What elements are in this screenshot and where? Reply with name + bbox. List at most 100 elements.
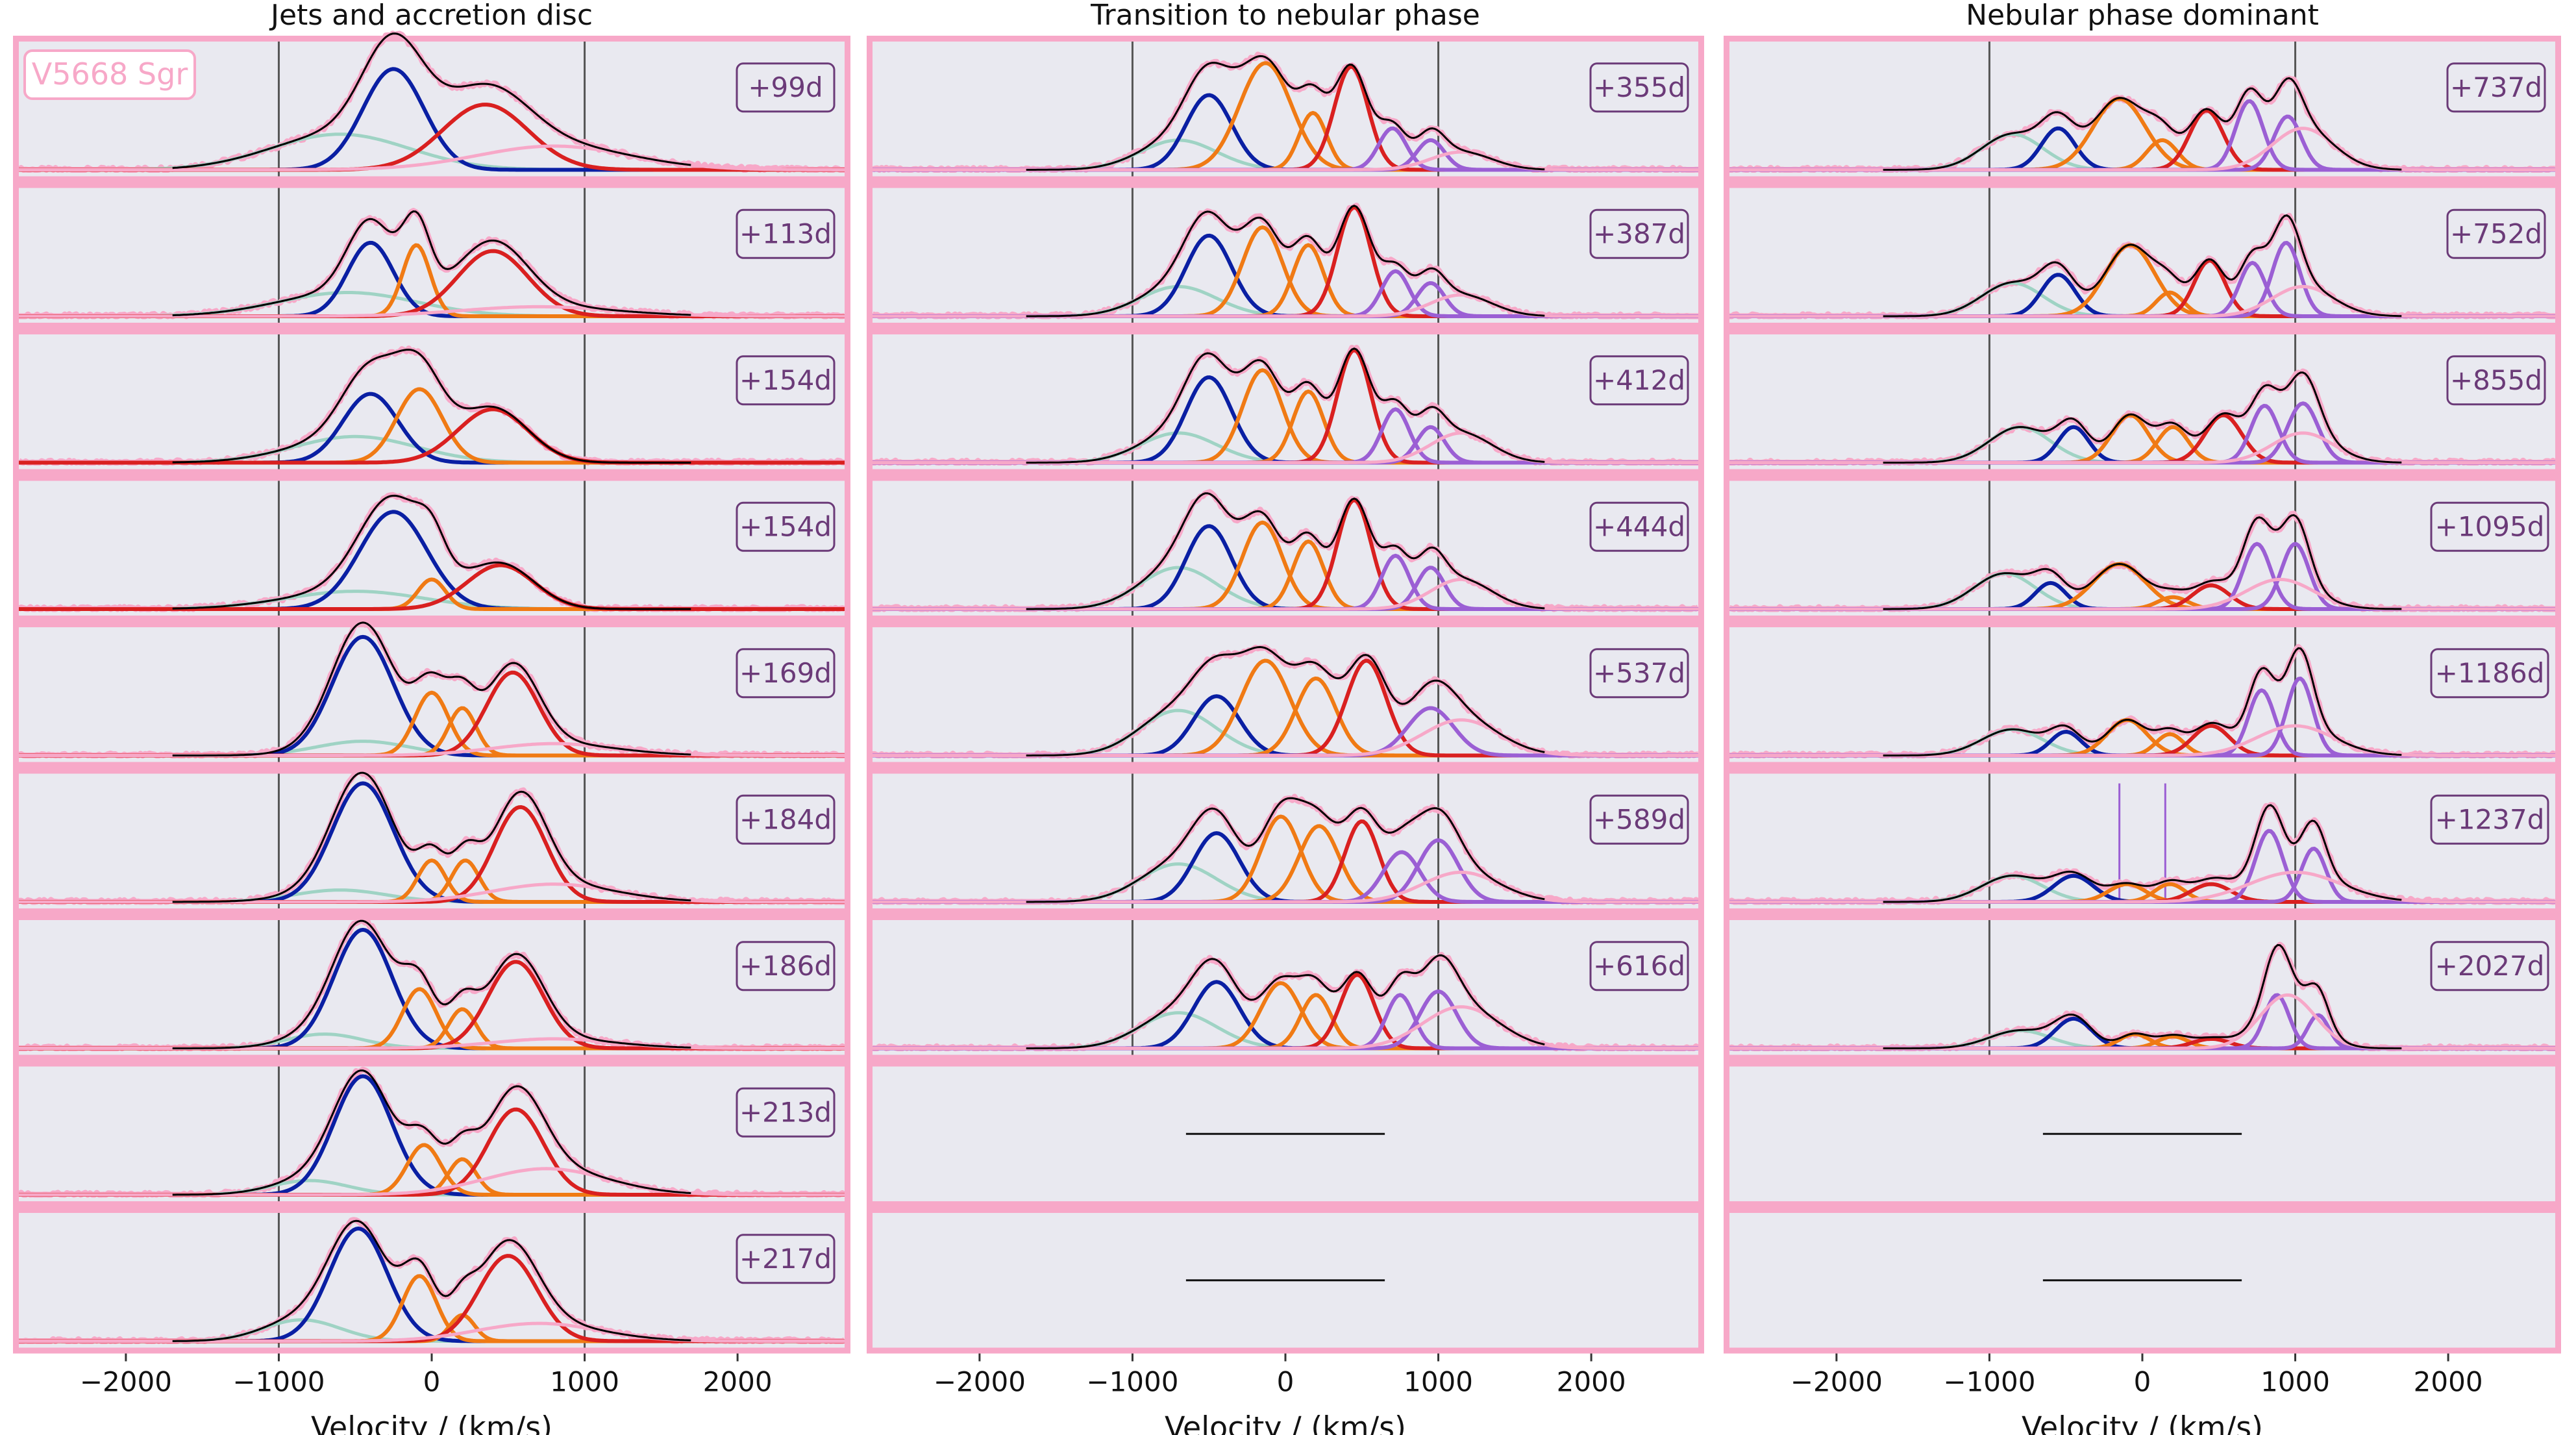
figure-label-text: V5668 Sgr <box>32 56 188 92</box>
component-wide <box>19 144 845 171</box>
panel: +616d <box>872 920 1700 1055</box>
x-axis-label: Velocity / (km/s) <box>1165 1410 1406 1435</box>
fit-total <box>1026 347 1545 464</box>
fit-total <box>1883 647 2402 756</box>
epoch-label: +1095d <box>2430 501 2549 552</box>
epoch-label: +154d <box>736 355 836 406</box>
epoch-label-box <box>736 648 836 699</box>
component-wide <box>1729 284 2555 318</box>
fit-total <box>172 1219 691 1342</box>
epoch-label-text: +154d <box>739 364 832 396</box>
panel: +154d <box>17 334 845 469</box>
fit-total <box>172 771 691 903</box>
epoch-label-text: +186d <box>739 950 832 982</box>
epoch-label: +99d <box>736 62 836 113</box>
fit-total <box>1883 214 2402 318</box>
x-tick-label: 2000 <box>1557 1366 1626 1398</box>
panel: +752d <box>1729 188 2556 323</box>
fit-total <box>172 621 691 756</box>
epoch-label-box <box>2430 648 2549 699</box>
panel: +213d <box>17 1066 847 1201</box>
epoch-label-box <box>1589 794 1689 845</box>
epoch-label-text: +752d <box>2450 218 2542 249</box>
epoch-label-text: +217d <box>739 1243 832 1275</box>
epoch-label-box <box>736 1087 836 1138</box>
panel: +2027d <box>1728 920 2556 1055</box>
epoch-label-box <box>1589 355 1689 406</box>
component-wide <box>19 1037 845 1050</box>
fit-total <box>1883 943 2402 1049</box>
epoch-label: +217d <box>736 1234 836 1284</box>
fit-total <box>172 494 691 610</box>
component-wide <box>1729 993 2555 1050</box>
fit-total <box>1883 77 2402 171</box>
x-tick-label: −2000 <box>934 1366 1026 1398</box>
epoch-label-text: +1186d <box>2435 657 2545 689</box>
epoch-label-text: +537d <box>1593 657 1685 689</box>
epoch-label-text: +589d <box>1593 803 1685 835</box>
epoch-label: +537d <box>1589 648 1689 699</box>
panel-background <box>873 334 1698 469</box>
epoch-label-box <box>1589 501 1689 552</box>
epoch-label-text: +412d <box>1593 364 1685 396</box>
column-title: Jets and accretion disc <box>269 0 593 32</box>
epoch-label-text: +737d <box>2450 71 2542 103</box>
epoch-label: +1186d <box>2430 648 2549 699</box>
epoch-label-box <box>736 941 836 992</box>
epoch-label: +169d <box>736 648 836 699</box>
panel-background <box>1729 627 2555 762</box>
fit-total <box>1026 954 1545 1049</box>
panel: +169d <box>18 619 845 762</box>
epoch-label: +855d <box>2446 355 2546 406</box>
epoch-label-box <box>736 501 836 552</box>
component-wide <box>873 870 1698 904</box>
x-tick-label: −2000 <box>80 1366 172 1398</box>
epoch-label-text: +184d <box>739 803 832 835</box>
fit-total <box>1026 492 1545 610</box>
component-wide <box>1729 577 2555 611</box>
panel-background <box>873 627 1698 762</box>
panel: +387d <box>871 188 1699 323</box>
x-tick-label: −2000 <box>1790 1366 1883 1398</box>
component-wide <box>1729 724 2555 757</box>
column-title: Nebular phase dominant <box>1966 0 2319 32</box>
panel-background <box>19 480 845 616</box>
panel: +412d <box>872 334 1699 469</box>
panel: +1186d <box>1729 627 2558 762</box>
panel: +184d <box>18 768 845 908</box>
epoch-label-box <box>2430 794 2549 845</box>
panel: +855d <box>1729 334 2557 469</box>
epoch-label-text: +1095d <box>2435 510 2545 542</box>
epoch-label: +213d <box>736 1087 836 1138</box>
epoch-label-text: +113d <box>739 218 832 249</box>
x-tick-label: 0 <box>1277 1366 1294 1398</box>
fit-total <box>172 32 691 169</box>
panel: +737d <box>1729 42 2556 177</box>
epoch-label: +2027d <box>2430 941 2549 992</box>
panel: +589d <box>871 773 1700 908</box>
panel-background <box>873 188 1698 323</box>
epoch-label-text: +154d <box>739 510 832 542</box>
epoch-label: +184d <box>736 794 836 845</box>
epoch-label-text: +99d <box>748 71 823 103</box>
epoch-label: +355d <box>1589 62 1689 113</box>
component-wide <box>19 882 845 904</box>
epoch-label-box <box>2430 501 2549 552</box>
epoch-label-box <box>736 62 836 113</box>
panel: +355d <box>871 42 1699 177</box>
panel: +113d <box>18 188 845 323</box>
epoch-label-text: +2027d <box>2435 950 2545 982</box>
component-wide <box>19 1167 845 1197</box>
epoch-label: +186d <box>736 941 836 992</box>
component-wide <box>873 577 1698 611</box>
epoch-label-box <box>2446 355 2546 406</box>
epoch-label-box <box>1589 208 1689 259</box>
fit-total <box>172 919 691 1049</box>
x-tick-label: 0 <box>2134 1366 2151 1398</box>
fit-total <box>172 210 691 317</box>
x-axis-label: Velocity / (km/s) <box>311 1410 552 1435</box>
panel-background <box>873 480 1698 616</box>
epoch-label-text: +387d <box>1593 218 1685 249</box>
component-wide <box>19 742 845 757</box>
component-wide <box>1729 127 2555 171</box>
